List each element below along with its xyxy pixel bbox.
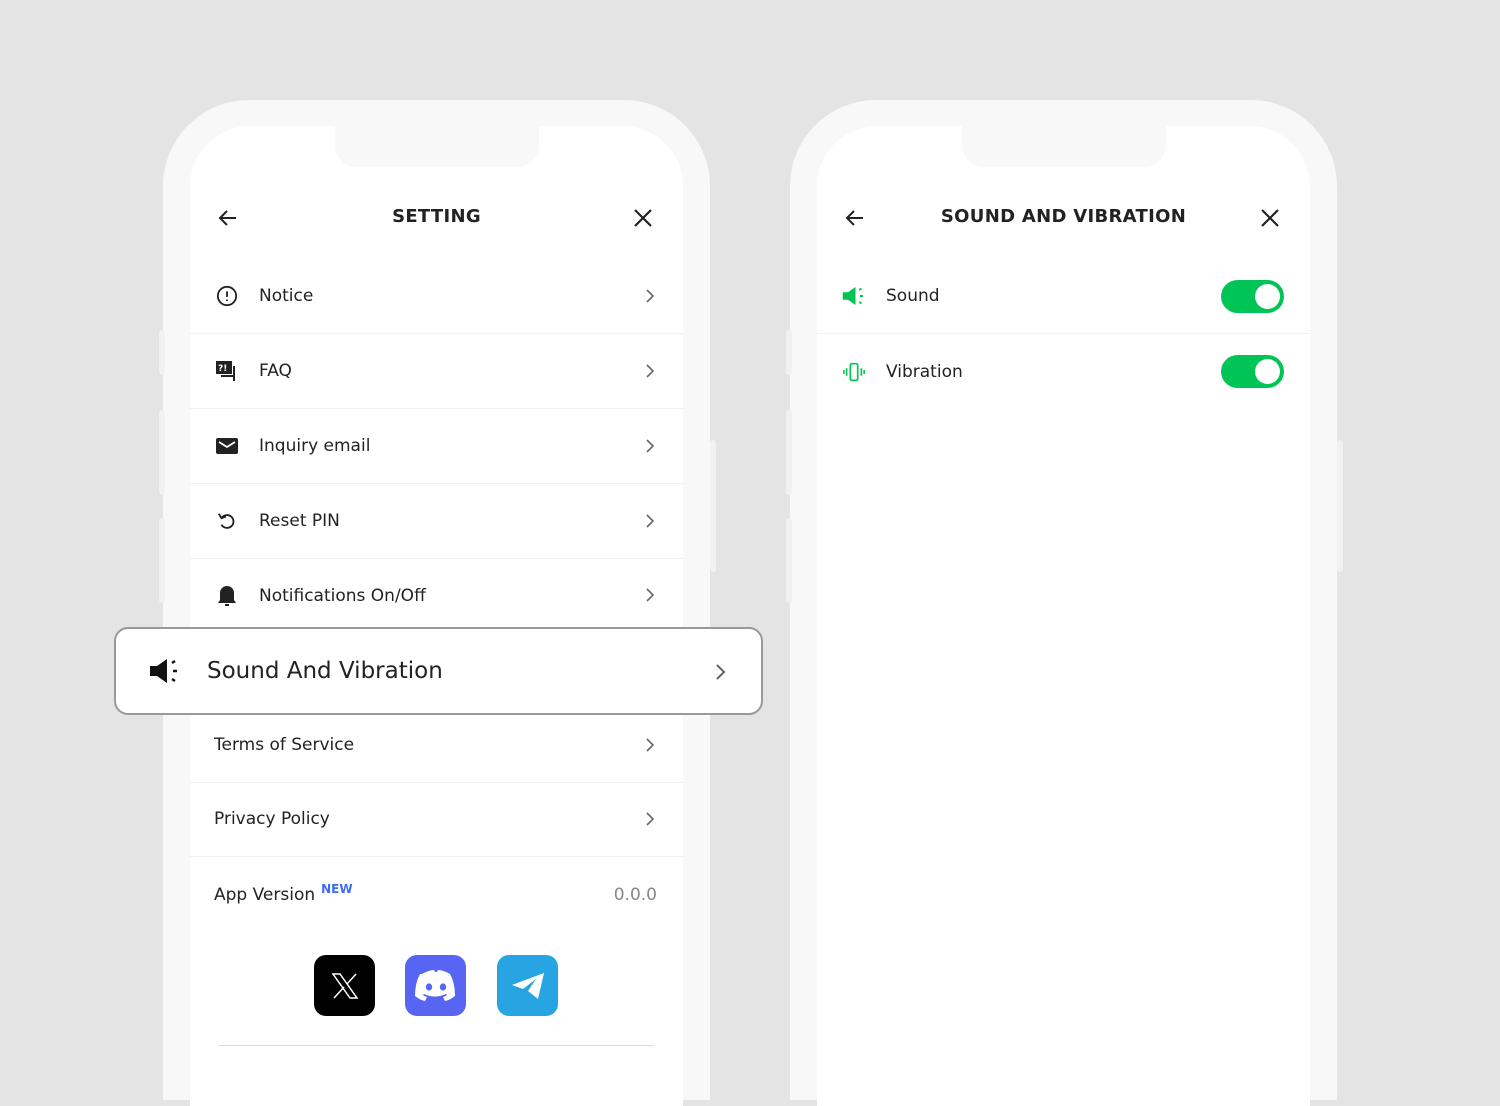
sound-vibration-screen: SOUND AND VIBRATION Sound Vibration	[817, 126, 1310, 1106]
new-badge: NEW	[321, 881, 353, 896]
svg-text:?!: ?!	[218, 364, 227, 374]
x-icon[interactable]	[314, 955, 375, 1016]
chevron-right-icon	[716, 664, 726, 680]
back-arrow-icon[interactable]	[216, 206, 240, 230]
telegram-icon[interactable]	[497, 955, 558, 1016]
bell-icon	[215, 584, 239, 608]
mail-icon	[215, 434, 239, 458]
settings-screen: SETTING Notice ?! FAQ Inquiry email Rese…	[190, 126, 683, 1106]
menu-item-faq[interactable]: ?! FAQ	[190, 334, 683, 409]
back-arrow-icon[interactable]	[843, 206, 867, 230]
menu-item-label: Inquiry email	[259, 436, 371, 456]
menu-item-terms[interactable]: Terms of Service	[190, 708, 683, 783]
close-icon[interactable]	[631, 206, 655, 230]
faq-icon: ?!	[215, 359, 239, 383]
header: SOUND AND VIBRATION	[817, 198, 1310, 238]
setting-label: Sound	[886, 286, 940, 306]
vibration-icon	[842, 360, 866, 384]
setting-label: Vibration	[886, 361, 963, 382]
chevron-right-icon	[646, 588, 655, 602]
chevron-right-icon	[646, 364, 655, 378]
menu-item-notice[interactable]: Notice	[190, 259, 683, 334]
menu-item-label: Terms of Service	[214, 735, 355, 755]
chevron-right-icon	[646, 289, 655, 303]
app-version-row: App Version NEW 0.0.0	[190, 857, 683, 932]
menu-item-sound-and-vibration[interactable]: Sound And Vibration	[114, 627, 763, 715]
page-title: SETTING	[392, 206, 481, 227]
setting-row-vibration: Vibration	[817, 334, 1310, 409]
menu-item-label: Notifications On/Off	[259, 585, 426, 606]
speaker-icon	[842, 284, 866, 308]
menu-item-label: Privacy Policy	[214, 809, 330, 829]
phone-frame-sound: SOUND AND VIBRATION Sound Vibration	[786, 100, 1343, 1106]
alert-circle-icon	[215, 284, 239, 308]
setting-row-sound: Sound	[817, 259, 1310, 334]
app-version-label: App Version	[214, 884, 316, 905]
menu-item-label: Reset PIN	[259, 511, 340, 531]
header: SETTING	[190, 198, 683, 238]
menu-item-label: Sound And Vibration	[207, 658, 443, 684]
menu-item-label: FAQ	[259, 361, 292, 381]
sound-toggle[interactable]	[1221, 280, 1284, 313]
menu-item-label: Notice	[259, 286, 314, 306]
reset-icon	[215, 509, 239, 533]
page-title: SOUND AND VIBRATION	[940, 206, 1187, 227]
chevron-right-icon	[646, 439, 655, 453]
discord-icon[interactable]	[405, 955, 466, 1016]
menu-item-reset-pin[interactable]: Reset PIN	[190, 484, 683, 559]
vibration-toggle[interactable]	[1221, 355, 1284, 388]
chevron-right-icon	[646, 514, 655, 528]
chevron-right-icon	[646, 812, 655, 826]
speaker-icon	[149, 657, 181, 685]
phone-frame-settings: SETTING Notice ?! FAQ Inquiry email Rese…	[159, 100, 716, 1106]
chevron-right-icon	[646, 738, 655, 752]
menu-item-notifications[interactable]: Notifications On/Off	[190, 558, 683, 633]
close-icon[interactable]	[1258, 206, 1282, 230]
app-version-value: 0.0.0	[613, 884, 657, 905]
menu-item-privacy[interactable]: Privacy Policy	[190, 782, 683, 857]
menu-item-inquiry-email[interactable]: Inquiry email	[190, 409, 683, 484]
